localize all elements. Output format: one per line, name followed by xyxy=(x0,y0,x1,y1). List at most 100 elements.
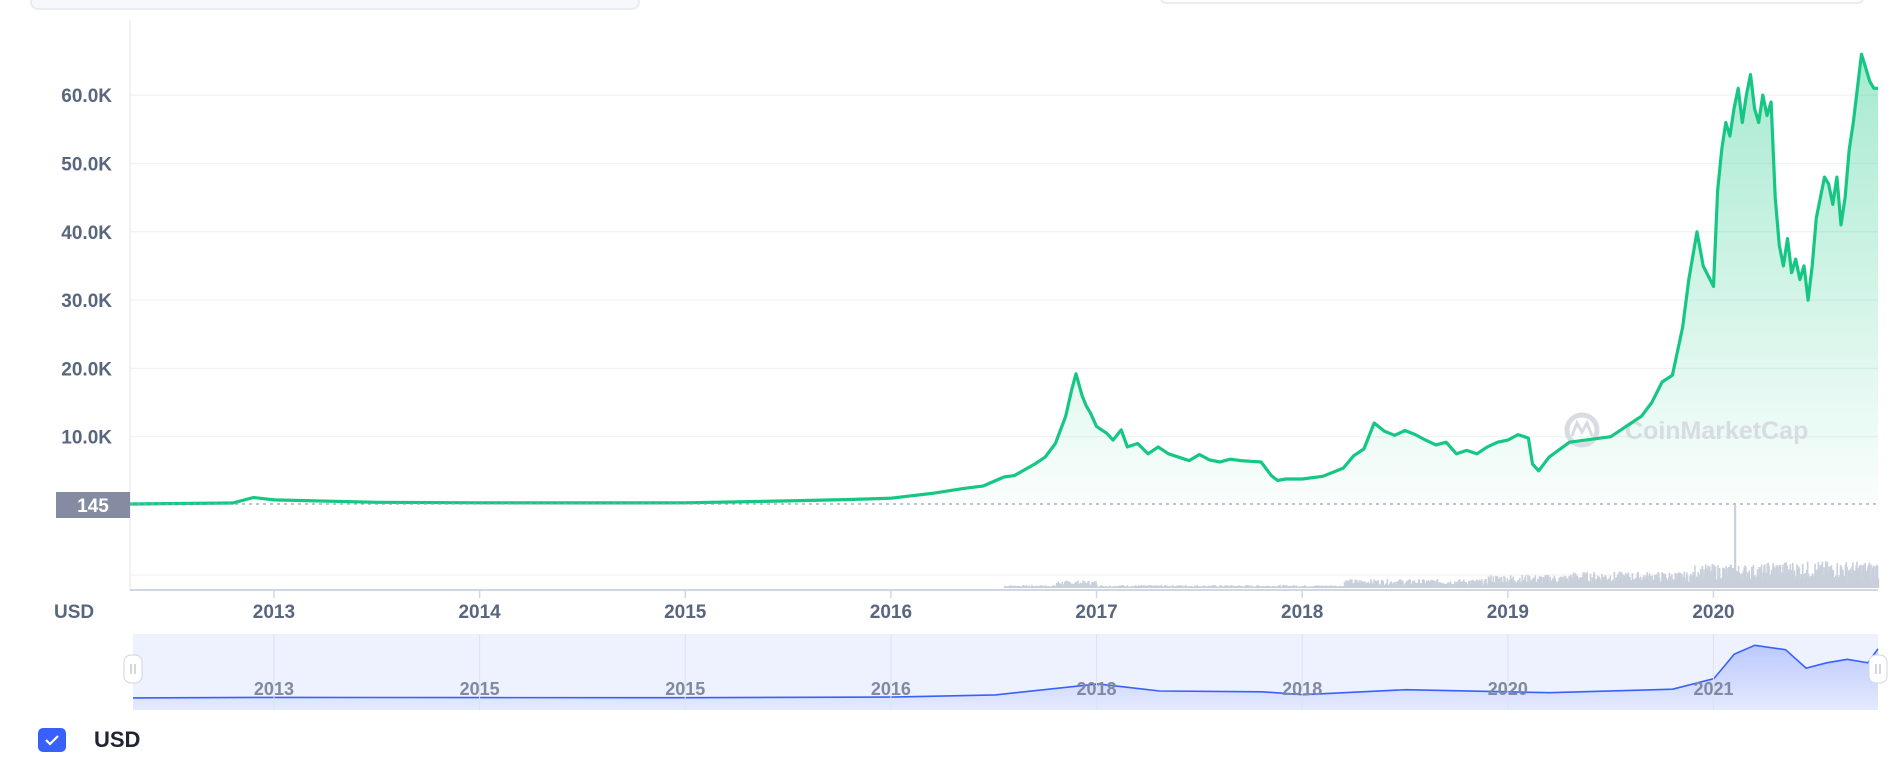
reference-label: 145 xyxy=(77,496,109,517)
volume-bar xyxy=(1175,586,1177,588)
volume-bar xyxy=(1417,579,1420,588)
volume-bar xyxy=(1309,586,1311,588)
volume-bar xyxy=(1154,585,1157,588)
volume-bar xyxy=(1286,586,1289,588)
volume-bar xyxy=(1644,580,1647,588)
volume-bar xyxy=(1271,586,1273,588)
volume-bar xyxy=(1050,586,1053,588)
volume-bar xyxy=(1555,580,1557,588)
volume-bar xyxy=(1600,581,1602,588)
volume-bar xyxy=(1574,573,1577,588)
volume-bar xyxy=(1095,581,1097,588)
volume-bar xyxy=(1226,585,1229,588)
volume-bar xyxy=(1344,584,1347,588)
volume-bar xyxy=(1512,576,1514,588)
navigator-left-handle[interactable] xyxy=(123,654,143,684)
volume-bar xyxy=(1395,584,1398,588)
volume-bar xyxy=(1093,581,1096,588)
volume-bar xyxy=(1293,585,1296,588)
volume-bar xyxy=(1489,577,1491,588)
navigator-label: 2016 xyxy=(871,679,911,699)
volume-bar xyxy=(1113,586,1116,588)
volume-bar xyxy=(1827,573,1830,588)
volume-bar xyxy=(1422,579,1425,588)
volume-bar xyxy=(1517,579,1519,588)
watermark-text: CoinMarketCap xyxy=(1625,417,1808,445)
volume-bar xyxy=(1817,562,1820,588)
volume-bar xyxy=(1045,585,1048,588)
volume-bar xyxy=(1500,582,1502,588)
volume-bar xyxy=(1613,571,1616,588)
volume-bar xyxy=(1137,586,1139,588)
volume-bar xyxy=(1685,577,1687,588)
volume-bar xyxy=(1867,565,1870,588)
volume-bar xyxy=(1757,575,1760,588)
volume-bar xyxy=(1046,586,1049,588)
volume-bar xyxy=(1310,586,1313,588)
volume-bar xyxy=(1700,579,1703,588)
volume-bar xyxy=(1250,585,1253,588)
volume-bar xyxy=(1592,572,1595,588)
volume-bar xyxy=(1653,579,1655,588)
volume-bar xyxy=(1722,567,1725,588)
volume-bar xyxy=(1544,575,1547,588)
volume-bar xyxy=(1282,585,1285,588)
volume-bar xyxy=(1152,586,1155,588)
volume-bar xyxy=(1043,585,1046,588)
volume-bar xyxy=(1565,576,1567,588)
volume-bar xyxy=(1372,583,1375,588)
volume-bar xyxy=(1282,585,1284,588)
volume-bar xyxy=(1030,586,1032,588)
volume-bar xyxy=(1570,576,1573,588)
volume-bar xyxy=(1765,578,1768,588)
volume-bar xyxy=(1531,582,1533,588)
volume-bar xyxy=(1255,586,1258,588)
volume-bar xyxy=(1835,578,1838,588)
volume-bar xyxy=(1023,586,1026,588)
volume-bar xyxy=(1099,585,1102,588)
navigator[interactable]: 2013 2015 2015 2016 2018 2018 2020 2021 xyxy=(123,634,1888,710)
volume-bar xyxy=(1443,583,1445,588)
volume-bar xyxy=(1631,572,1634,588)
legend[interactable]: USD xyxy=(38,727,140,753)
volume-bar xyxy=(1419,584,1422,588)
volume-bar xyxy=(1398,580,1400,588)
volume-bar xyxy=(1509,575,1512,588)
volume-bar xyxy=(1276,586,1278,588)
volume-bar xyxy=(1752,564,1755,588)
volume-bar xyxy=(1646,572,1649,588)
volume-bar xyxy=(1721,577,1723,588)
volume-bar xyxy=(1594,581,1597,588)
volume-bar xyxy=(1699,574,1701,588)
volume-bar xyxy=(1636,572,1639,588)
volume-bar xyxy=(1133,586,1135,588)
volume-bar xyxy=(1172,585,1175,588)
volume-bar xyxy=(1657,572,1660,588)
volume-bar xyxy=(1228,585,1231,588)
volume-bar xyxy=(1221,586,1224,588)
volume-bar xyxy=(1129,586,1131,588)
volume-bar xyxy=(1147,585,1149,588)
volume-bar xyxy=(1858,566,1861,588)
volume-bar xyxy=(1073,584,1075,588)
volume-bar xyxy=(1836,563,1839,588)
volume-bar xyxy=(1409,579,1412,588)
volume-bar xyxy=(1217,586,1219,588)
volume-bar xyxy=(1596,579,1598,588)
volume-bar xyxy=(1787,569,1790,588)
volume-bar xyxy=(1416,583,1418,588)
volume-bar xyxy=(1562,582,1565,588)
volume-bar xyxy=(1487,576,1490,588)
volume-bar xyxy=(1837,576,1839,588)
volume-bar xyxy=(1637,571,1639,588)
volume-bar xyxy=(1727,575,1729,588)
volume-bar xyxy=(1532,578,1534,588)
volume-bar xyxy=(1579,577,1582,588)
legend-checkbox[interactable] xyxy=(38,728,66,752)
navigator-right-handle[interactable] xyxy=(1868,654,1888,684)
volume-bar xyxy=(1669,575,1672,588)
volume-bar xyxy=(1249,586,1251,588)
volume-bar xyxy=(1747,577,1750,588)
volume-bar xyxy=(1701,565,1704,588)
range-selector-bar[interactable] xyxy=(30,0,640,10)
